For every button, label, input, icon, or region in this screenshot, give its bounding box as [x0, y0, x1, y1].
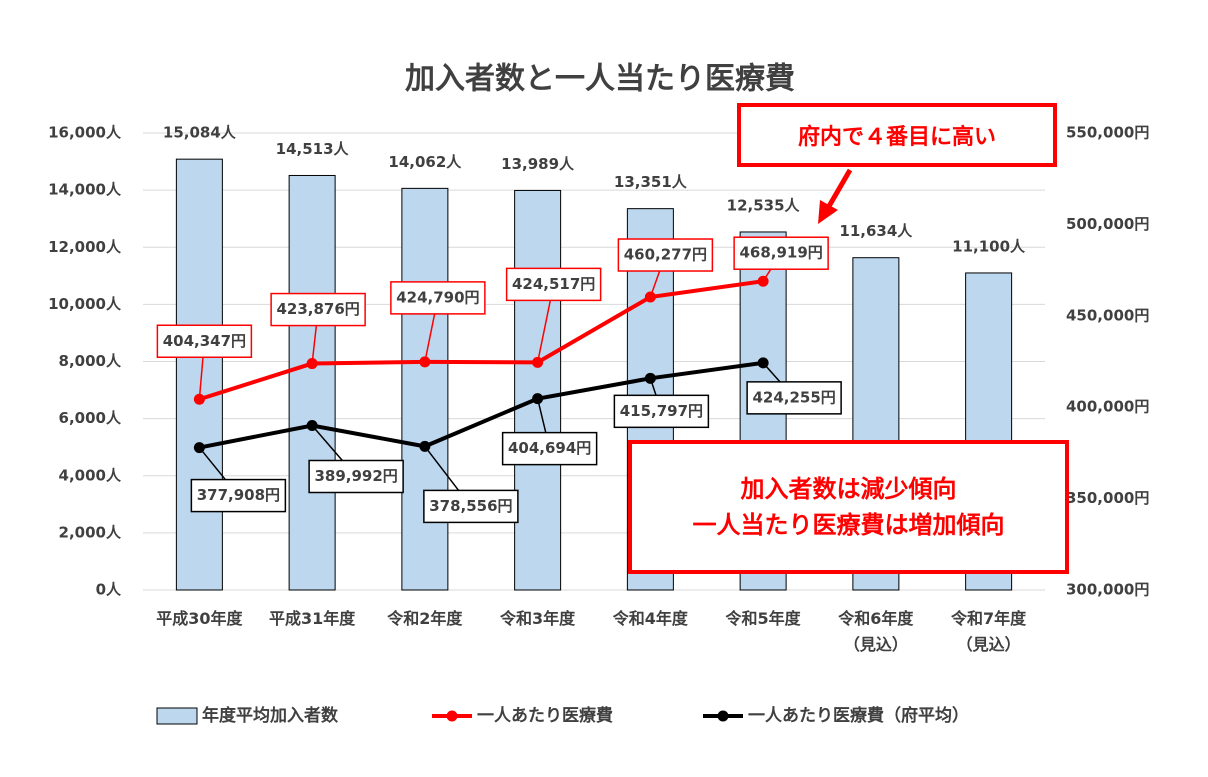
marker	[193, 393, 205, 405]
bar-label: 13,989人	[501, 155, 575, 173]
data-label: 424,517円	[512, 275, 595, 293]
label-box	[156, 324, 253, 359]
marker	[419, 440, 431, 452]
label-box	[308, 459, 404, 494]
line	[198, 279, 764, 402]
x-tick-label: 令和4年度	[612, 609, 688, 628]
marker	[306, 419, 318, 431]
x-tick-label: 平成30年度	[156, 609, 243, 628]
y-tick-label: 2,000人	[59, 523, 122, 541]
bar-label: 14,513人	[276, 140, 350, 158]
label-box	[617, 238, 714, 272]
marker	[306, 358, 318, 370]
y-tick-label: 0人	[96, 581, 122, 599]
bar	[288, 174, 336, 591]
bar	[175, 158, 223, 591]
bar-label: 15,084人	[163, 124, 237, 142]
data-label: 468,919円	[739, 244, 822, 262]
y-tick-label: 16,000人	[48, 124, 122, 142]
label-box	[423, 489, 519, 524]
y-tick-label: 4,000人	[59, 466, 122, 484]
x-tick-label: 令和3年度	[500, 609, 576, 628]
legend-swatch	[446, 710, 458, 722]
y2-tick-label: 350,000円	[1066, 489, 1149, 507]
y-tick-label: 6,000人	[59, 409, 122, 427]
legend-label: 一人あたり医療費（府平均）	[748, 705, 969, 726]
bar	[514, 189, 562, 591]
annotation: 府内で４番目に高い	[737, 103, 1057, 167]
label-box	[501, 431, 598, 466]
data-label: 378,556円	[429, 497, 512, 515]
bar-label: 13,351人	[614, 173, 688, 191]
x-tick-label: 令和7年度 （見込）	[951, 609, 1027, 654]
data-label: 404,694円	[508, 439, 591, 457]
label-box	[270, 292, 366, 327]
label-box	[390, 281, 486, 315]
y2-tick-label: 400,000円	[1066, 398, 1149, 416]
y-tick-label: 8,000人	[59, 352, 122, 370]
data-label: 423,876円	[276, 300, 359, 318]
marker	[419, 356, 431, 368]
y2-tick-label: 550,000円	[1066, 124, 1149, 142]
data-label: 460,277円	[624, 246, 707, 264]
x-tick-label: 令和6年度 （見込）	[838, 609, 914, 654]
label-box	[613, 394, 710, 429]
marker	[193, 442, 205, 454]
data-label: 377,908円	[197, 486, 280, 504]
arrow	[825, 168, 853, 210]
chart-title: 加入者数と一人当たり医療費	[405, 62, 795, 97]
y2-tick-label: 450,000円	[1066, 306, 1149, 324]
label-box	[746, 381, 842, 415]
marker	[757, 357, 769, 369]
label-box	[733, 236, 829, 270]
data-label: 389,992円	[314, 467, 397, 485]
annotation: 加入者数は減少傾向 一人当たり医療費は増加傾向	[628, 440, 1069, 574]
data-label: 415,797円	[620, 402, 703, 420]
marker	[532, 393, 544, 405]
data-label: 404,347円	[163, 332, 246, 350]
x-tick-label: 令和2年度	[387, 609, 463, 628]
bar	[401, 187, 449, 591]
y-tick-label: 14,000人	[48, 181, 122, 199]
bar-label: 11,634人	[839, 222, 913, 240]
y2-tick-label: 300,000円	[1066, 581, 1149, 599]
data-label: 424,790円	[396, 288, 479, 306]
bar-label: 12,535人	[727, 196, 801, 214]
legend-label: 年度平均加入者数	[202, 705, 339, 726]
y-tick-label: 10,000人	[48, 295, 122, 313]
arrow-head	[818, 200, 838, 224]
line	[198, 360, 764, 450]
marker	[644, 372, 656, 384]
x-tick-label: 令和5年度	[725, 609, 801, 628]
label-box	[190, 478, 287, 513]
marker	[644, 291, 656, 303]
y2-tick-label: 500,000円	[1066, 215, 1149, 233]
data-label: 424,255円	[752, 388, 835, 406]
legend-swatch	[156, 707, 198, 725]
legend-label: 一人あたり医療費	[477, 705, 613, 726]
marker	[757, 275, 769, 287]
bar-label: 14,062人	[388, 153, 462, 171]
label-box	[505, 267, 602, 302]
bar-label: 11,100人	[952, 237, 1026, 255]
legend-swatch	[717, 710, 729, 722]
marker	[532, 356, 544, 368]
x-tick-label: 平成31年度	[268, 609, 356, 628]
y-tick-label: 12,000人	[48, 238, 122, 256]
